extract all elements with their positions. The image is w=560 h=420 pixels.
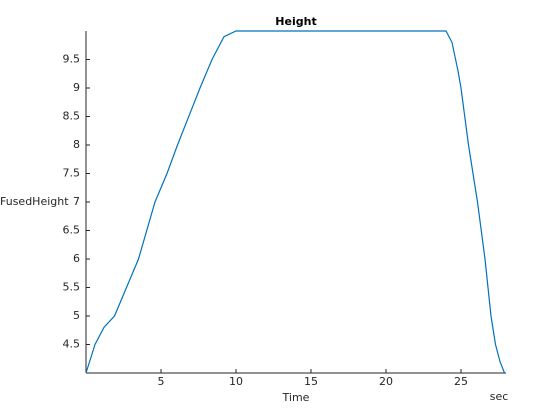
y-tick-label: 7 [73, 195, 80, 208]
y-tick-label: 9 [73, 81, 80, 94]
y-axis-label: FusedHeight [0, 195, 69, 208]
x-tick-label: 10 [229, 375, 243, 388]
line-series [85, 30, 506, 374]
y-tick-label: 8 [73, 138, 80, 151]
y-tick-label: 6 [73, 252, 80, 265]
y-tick-label: 4.5 [63, 338, 81, 351]
x-unit-label: sec [490, 390, 509, 403]
y-tick-label: 6.5 [63, 224, 81, 237]
y-tick-label: 9.5 [63, 53, 81, 66]
chart-title: Height [275, 15, 316, 28]
x-axis-label: Time [282, 391, 310, 404]
x-tick-label: 20 [379, 375, 393, 388]
x-tick-label: 15 [304, 375, 318, 388]
y-tick-label: 8.5 [63, 110, 81, 123]
y-tick-label: 5.5 [63, 281, 81, 294]
y-tick-label: 5 [73, 309, 80, 322]
y-tick-label: 7.5 [63, 167, 81, 180]
x-tick-label: 25 [454, 375, 468, 388]
x-tick-label: 5 [158, 375, 165, 388]
